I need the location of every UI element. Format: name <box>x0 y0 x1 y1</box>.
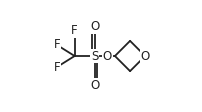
Text: F: F <box>53 38 60 51</box>
Text: O: O <box>140 50 149 62</box>
Text: O: O <box>90 20 99 33</box>
Text: O: O <box>90 79 99 92</box>
Text: F: F <box>71 24 78 37</box>
Text: O: O <box>102 50 111 62</box>
Text: S: S <box>91 50 98 62</box>
Text: F: F <box>53 61 60 74</box>
